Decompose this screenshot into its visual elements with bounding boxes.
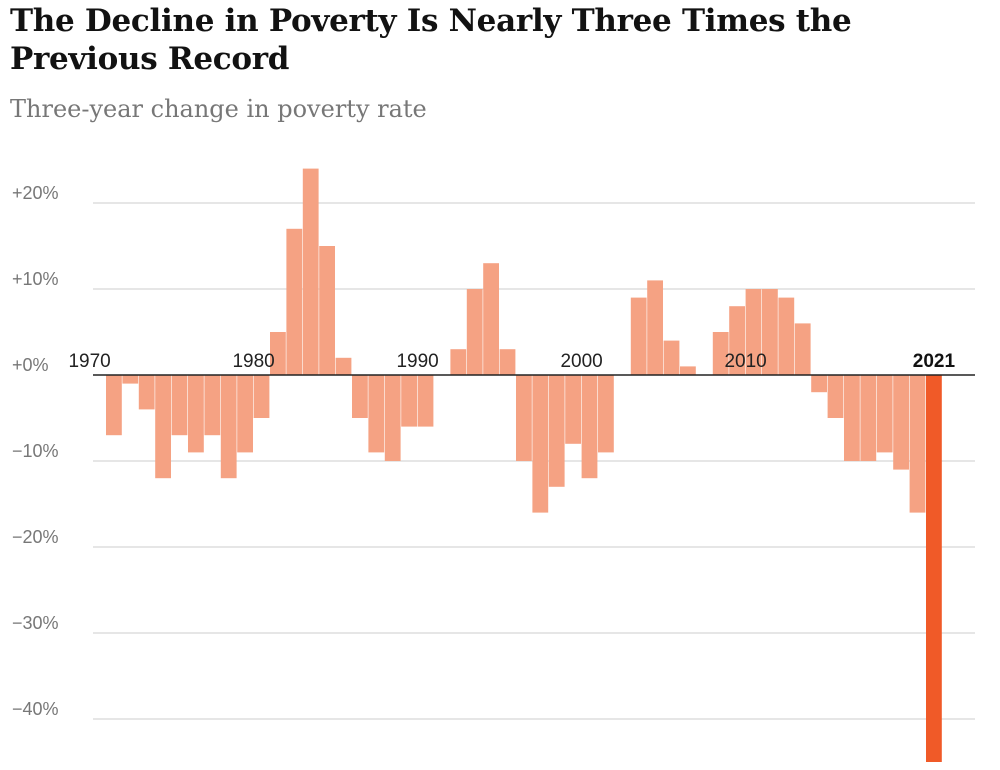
bar-1980 — [253, 375, 270, 418]
bar-2019 — [893, 375, 909, 470]
bar-1981 — [270, 332, 286, 375]
bar-1998 — [548, 375, 565, 487]
gridlines — [93, 202, 975, 720]
bar-1993 — [466, 289, 483, 375]
bar-2006 — [680, 366, 696, 375]
bar-2010 — [745, 289, 762, 375]
y-tick-label: +0% — [12, 355, 49, 375]
bar-1978 — [220, 375, 237, 479]
bar-1992 — [450, 349, 467, 375]
bar-2001 — [598, 375, 614, 453]
bar-1989 — [401, 375, 417, 427]
x-axis-tick-labels: 1970 1980 1990 2000 2010 2021 — [68, 351, 955, 372]
bar-1972 — [122, 375, 139, 384]
bar-1999 — [565, 375, 581, 444]
bar-1983 — [302, 168, 319, 375]
x-tick-label-1980: 1980 — [232, 351, 274, 372]
y-tick-label: −10% — [12, 441, 59, 461]
bar-1977 — [204, 375, 221, 436]
bar-2021 — [926, 375, 942, 762]
x-tick-label-2021: 2021 — [913, 351, 956, 372]
x-tick-label-2000: 2000 — [560, 351, 602, 372]
bar-1985 — [335, 357, 352, 375]
bar-1976 — [188, 375, 204, 453]
x-tick-label-1970: 1970 — [68, 351, 110, 372]
y-tick-label: −20% — [12, 527, 59, 547]
bar-2003 — [630, 297, 647, 375]
bar-1984 — [319, 246, 335, 375]
bar-1996 — [516, 375, 532, 461]
bar-2015 — [827, 375, 844, 418]
y-tick-label: −30% — [12, 613, 59, 633]
bar-2005 — [663, 340, 680, 375]
bar-1973 — [138, 375, 155, 410]
bar-2020 — [909, 375, 926, 513]
bar-2009 — [729, 306, 745, 375]
y-tick-label: −40% — [12, 699, 59, 719]
bars — [106, 168, 942, 762]
bar-1975 — [171, 375, 188, 436]
bar-2008 — [712, 332, 729, 375]
y-axis-tick-labels: +20% +10% +0% −10% −20% −30% −40% — [12, 183, 59, 719]
bar-1986 — [352, 375, 368, 418]
bar-2014 — [811, 375, 827, 393]
bar-2004 — [647, 280, 663, 375]
bar-2000 — [581, 375, 598, 479]
y-tick-label: +10% — [12, 269, 59, 289]
x-tick-label-2010: 2010 — [724, 351, 766, 372]
bar-2018 — [876, 375, 893, 453]
bar-1994 — [483, 263, 499, 375]
bar-2011 — [762, 289, 778, 375]
bar-2016 — [844, 375, 860, 461]
x-tick-label-1990: 1990 — [396, 351, 438, 372]
chart-subtitle: Three-year change in poverty rate — [10, 95, 427, 123]
y-tick-label: +20% — [12, 183, 59, 203]
bar-1974 — [155, 375, 171, 479]
bar-1995 — [499, 349, 516, 375]
bar-2017 — [860, 375, 877, 461]
bar-1987 — [368, 375, 385, 453]
chart-title: The Decline in Poverty Is Nearly Three T… — [10, 3, 852, 77]
bar-1988 — [384, 375, 401, 461]
bar-2013 — [794, 323, 811, 375]
bar-1979 — [237, 375, 253, 453]
bar-1990 — [417, 375, 434, 427]
bar-2012 — [778, 297, 795, 375]
bar-1982 — [286, 228, 303, 375]
bar-1971 — [106, 375, 122, 436]
bar-1997 — [532, 375, 549, 513]
